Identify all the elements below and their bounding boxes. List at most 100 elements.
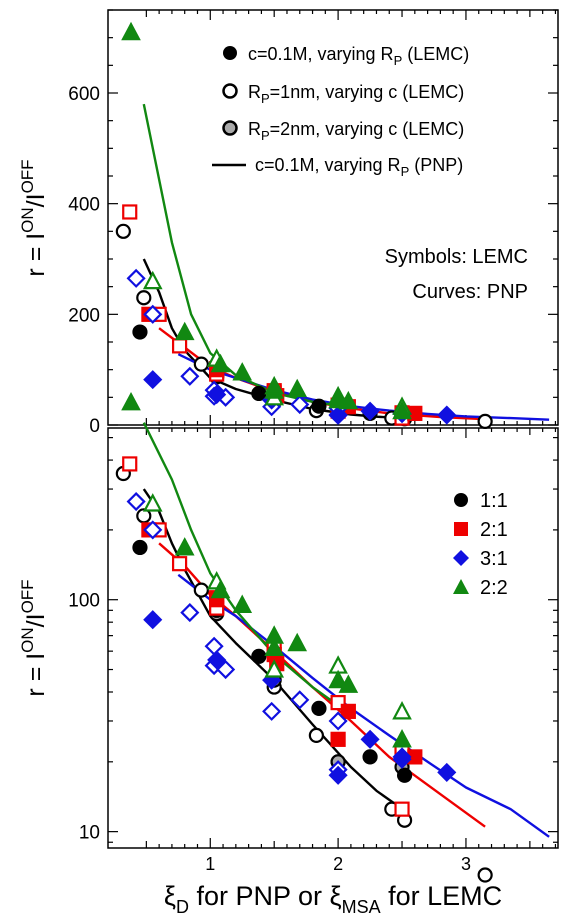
legend-label: RP=2nm, varying c (LEMC) bbox=[248, 119, 464, 143]
bottom-panel-frame bbox=[107, 427, 559, 849]
data-point-open bbox=[122, 204, 138, 220]
data-point-filled bbox=[232, 594, 253, 613]
pnp-curve bbox=[177, 573, 550, 838]
pnp-curve bbox=[158, 542, 486, 828]
data-point-gray bbox=[207, 385, 227, 405]
data-point-gray bbox=[328, 765, 348, 785]
legend-label-2-1: 2:1 bbox=[480, 519, 508, 541]
pnp-curve bbox=[142, 258, 409, 420]
data-point-open bbox=[143, 520, 163, 540]
legend-marker-open-circle bbox=[222, 83, 238, 99]
data-point-gray bbox=[328, 405, 348, 425]
x-tick-label: 2 bbox=[333, 854, 343, 874]
data-point-open bbox=[290, 394, 310, 415]
data-point-open bbox=[290, 690, 310, 710]
legend-marker-2-1 bbox=[454, 522, 468, 536]
data-point-filled bbox=[251, 648, 267, 664]
data-point-open bbox=[392, 701, 412, 720]
data-point-open bbox=[308, 727, 324, 743]
data-point-open bbox=[126, 268, 146, 288]
data-point-filled bbox=[287, 632, 308, 652]
data-point-open bbox=[477, 867, 493, 883]
data-point-filled bbox=[174, 321, 195, 341]
data-point-filled bbox=[121, 391, 141, 411]
data-point-open bbox=[126, 491, 146, 512]
x-tick-label: 3 bbox=[461, 854, 471, 874]
bottom-y-axis-label: r = ION/IOFF bbox=[18, 579, 50, 696]
data-point-filled bbox=[311, 398, 327, 414]
data-point-gray bbox=[210, 579, 231, 599]
legend-marker-filled-circle bbox=[223, 46, 237, 60]
data-point-filled bbox=[360, 729, 380, 749]
data-point-gray bbox=[264, 637, 285, 656]
legend-label: c=0.1M, varying RP (PNP) bbox=[255, 155, 463, 179]
y-tick-label: 100 bbox=[68, 591, 100, 612]
data-point-open bbox=[171, 338, 188, 354]
data-point-gray bbox=[328, 669, 348, 689]
top-axes: 0 200 400 600 bbox=[68, 9, 558, 437]
data-point-open bbox=[328, 711, 348, 731]
bottom-legend: 1:1 2:1 3:1 2:2 bbox=[453, 490, 508, 599]
data-point-open bbox=[142, 270, 163, 290]
legend-label-3-1: 3:1 bbox=[480, 548, 508, 570]
legend-label: c=0.1M, varying RP (LEMC) bbox=[248, 44, 469, 68]
bottom-plot-area bbox=[115, 391, 550, 883]
legend-marker-1-1 bbox=[454, 493, 468, 507]
data-point-filled bbox=[121, 21, 141, 41]
data-point-open bbox=[143, 304, 163, 324]
data-point-filled bbox=[437, 405, 457, 425]
data-point-open bbox=[394, 801, 410, 817]
data-point-gray bbox=[207, 650, 227, 670]
data-point-filled bbox=[264, 625, 285, 644]
annotation-symbols: Symbols: LEMC bbox=[385, 246, 528, 268]
data-point-filled bbox=[264, 375, 285, 395]
data-point-open bbox=[204, 636, 224, 656]
legend-label: RP=1nm, varying c (LEMC) bbox=[248, 82, 464, 106]
y-tick-label: 200 bbox=[68, 305, 100, 326]
pnp-curve bbox=[142, 103, 352, 409]
data-point-filled bbox=[362, 749, 378, 765]
top-legend: c=0.1M, varying RP (LEMC) RP=1nm, varyin… bbox=[212, 44, 469, 179]
annotation-curves: Curves: PNP bbox=[412, 281, 528, 303]
legend-marker-gray-circle bbox=[222, 120, 238, 136]
data-point-open bbox=[180, 603, 200, 623]
data-point-open bbox=[216, 659, 236, 680]
data-point-open bbox=[136, 290, 152, 306]
data-point-open bbox=[264, 659, 285, 678]
data-point-filled bbox=[132, 539, 148, 556]
data-point-filled bbox=[232, 362, 253, 381]
data-point-filled bbox=[360, 401, 380, 421]
y-tick-label: 10 bbox=[79, 823, 100, 844]
data-point-open bbox=[477, 413, 493, 430]
data-point-filled bbox=[174, 537, 195, 556]
data-point-filled bbox=[251, 385, 267, 402]
x-axis-label: ξD for PNP or ξMSA for LEMC bbox=[164, 881, 502, 917]
x-tick-label: 1 bbox=[205, 854, 215, 874]
data-point-open bbox=[122, 456, 138, 472]
y-tick-label: 400 bbox=[68, 195, 100, 216]
data-point-gray bbox=[392, 747, 412, 767]
legend-marker-3-1 bbox=[453, 550, 469, 566]
data-point-gray bbox=[210, 353, 231, 373]
data-point-open bbox=[115, 223, 131, 239]
top-y-axis-label: r = ION/IOFF bbox=[18, 159, 50, 276]
data-point-filled bbox=[143, 610, 163, 630]
top-panel-frame bbox=[107, 9, 559, 426]
legend-label-2-2: 2:2 bbox=[480, 577, 508, 599]
data-point-filled bbox=[311, 700, 327, 716]
y-tick-label: 0 bbox=[89, 416, 100, 437]
data-point-open bbox=[193, 356, 209, 372]
data-point-filled bbox=[338, 674, 359, 693]
y-tick-label: 600 bbox=[68, 84, 100, 105]
data-point-gray bbox=[392, 400, 412, 420]
legend-label-1-1: 1:1 bbox=[480, 490, 508, 512]
legend-marker-2-2 bbox=[453, 579, 469, 594]
data-point-open bbox=[171, 556, 188, 572]
data-point-filled bbox=[396, 767, 413, 783]
data-point-filled bbox=[437, 762, 457, 782]
bottom-axes: 1 2 3 10 100 bbox=[68, 428, 558, 874]
data-point-filled bbox=[340, 703, 356, 719]
data-point-open bbox=[180, 366, 200, 386]
data-point-filled bbox=[143, 370, 163, 390]
